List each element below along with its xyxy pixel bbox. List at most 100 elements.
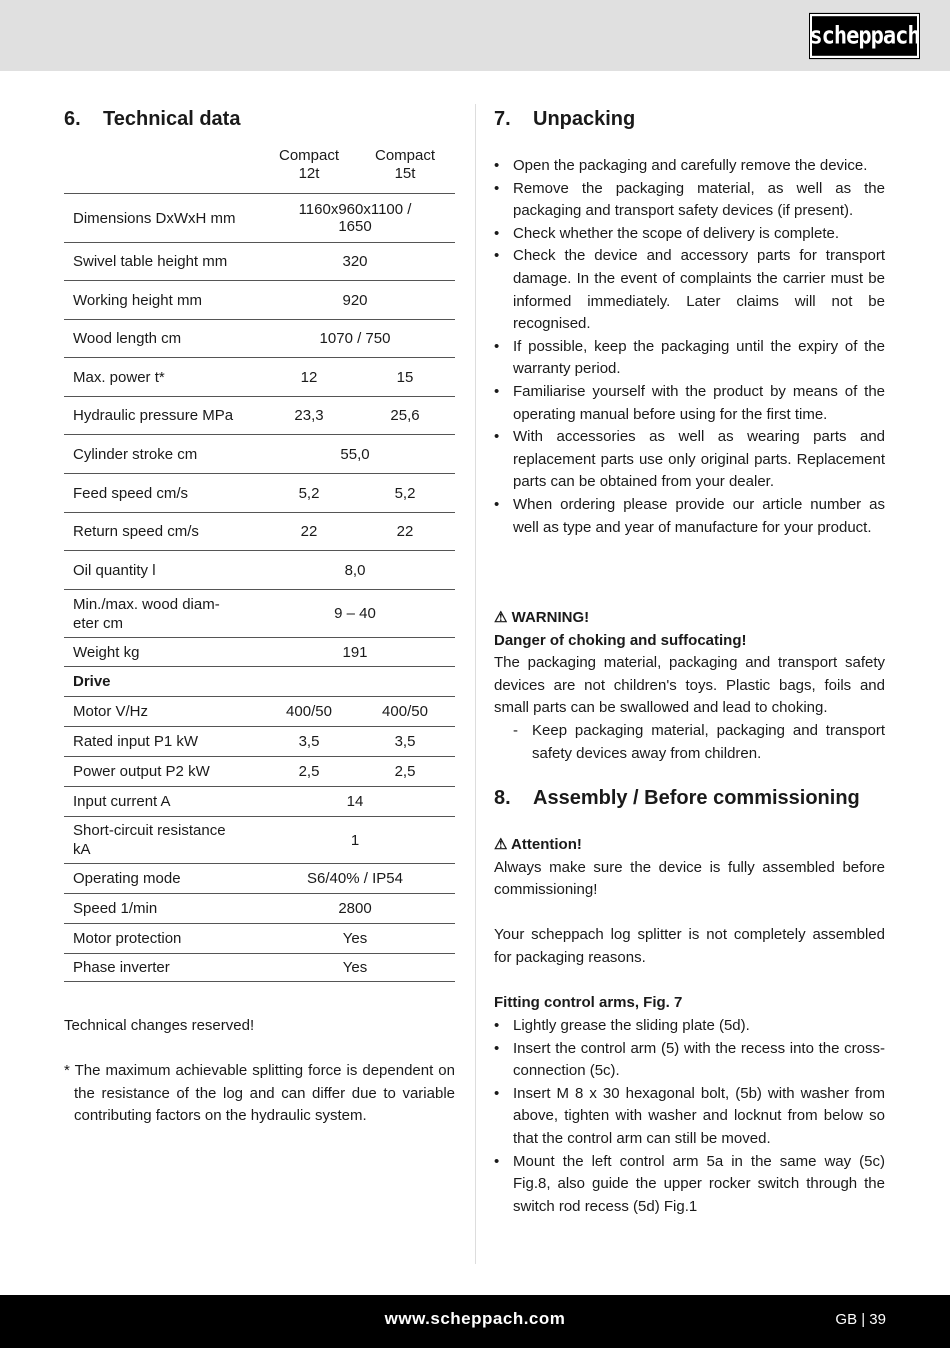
table-row: Operating mode S6/40% / IP54: [64, 863, 455, 893]
row-label: Input current A: [73, 793, 171, 810]
row-label: Rated input P1 kW: [73, 733, 199, 750]
unpacking-list: Open the packaging and carefully remove …: [494, 155, 885, 539]
column-header-12t: Compact 12t: [278, 147, 340, 182]
table-row: Feed speed cm/s 5,2 5,2: [64, 473, 455, 512]
row-value-12t: 22: [300, 523, 318, 540]
row-value: 1: [350, 831, 360, 849]
page-number: GB | 39: [835, 1311, 886, 1328]
column-divider: [475, 104, 476, 1264]
attention-block: ⚠ Attention! Always make sure the device…: [494, 834, 885, 1015]
table-row: Drive: [64, 666, 455, 696]
attention-text: Always make sure the device is fully ass…: [494, 858, 885, 899]
row-value: Yes: [342, 930, 368, 947]
row-label: Operating mode: [73, 870, 181, 887]
row-value: 1160x960x1100 / 1650: [298, 201, 412, 235]
table-row: Dimensions DxWxH mm 1160x960x1100 / 1650: [64, 193, 455, 242]
row-value-15t: 400/50: [382, 703, 428, 720]
list-item: If possible, keep the packaging until th…: [494, 336, 885, 381]
table-row: Power output P2 kW 2,5 2,5: [64, 756, 455, 786]
row-value: 320: [342, 253, 368, 270]
row-label: Motor V/Hz: [73, 703, 149, 720]
table-row: Wood length cm 1070 / 750: [64, 319, 455, 357]
warning-subtitle: Danger of choking and suffocating!: [494, 631, 747, 649]
table-row: Cylinder stroke cm 55,0: [64, 434, 455, 473]
assembly-note: Your scheppach log splitter is not compl…: [494, 926, 885, 966]
row-label: Drive: [73, 673, 111, 690]
row-value-15t: 2,5: [394, 763, 416, 780]
row-label: Return speed cm/s: [73, 523, 199, 540]
list-item: Check the device and accessory parts for…: [494, 245, 885, 335]
list-item: Insert the control arm (5) with the rece…: [494, 1038, 885, 1083]
list-item: Familiarise yourself with the product by…: [494, 381, 885, 426]
row-label: Swivel table height mm: [73, 253, 228, 270]
row-value: 1070 / 750: [319, 330, 391, 347]
row-value-12t: 2,5: [298, 763, 320, 780]
list-item: Check whether the scope of delivery is c…: [494, 223, 885, 246]
row-label: Working height mm: [73, 291, 202, 309]
list-item: Remove the packaging material, as well a…: [494, 178, 885, 223]
section-title-unpacking: 7. Unpacking: [494, 108, 636, 130]
technical-data-table: Dimensions DxWxH mm 1160x960x1100 / 1650 S…: [64, 193, 455, 982]
row-label: Hydraulic pressure MPa: [73, 407, 234, 424]
list-item: Lightly grease the sliding plate (5d).: [494, 1015, 885, 1038]
table-row: Input current A 14: [64, 786, 455, 816]
footnote: * The maximum achievable splitting force…: [64, 1062, 455, 1125]
table-row: Short-circuit resistance kA 1: [64, 816, 455, 863]
row-value-15t: 3,5: [394, 733, 416, 750]
row-value-15t: 22: [396, 523, 414, 540]
row-value-15t: 15: [396, 368, 414, 386]
row-value-12t: 12: [300, 368, 318, 386]
table-row: Working height mm 920: [64, 280, 455, 319]
row-value-15t: 25,6: [390, 407, 420, 424]
row-label: Max. power t*: [73, 368, 165, 386]
row-label: Speed 1/min: [73, 900, 158, 917]
row-value-12t: 3,5: [298, 733, 320, 750]
column-header-15t: Compact 15t: [374, 147, 436, 182]
table-row: Oil quantity l 8,0: [64, 550, 455, 589]
attention-title: ⚠ Attention!: [494, 836, 582, 853]
section-title-technical-data: 6. Technical data: [64, 108, 241, 130]
row-value: 8,0: [344, 561, 366, 579]
row-value: S6/40% / IP54: [307, 870, 403, 887]
table-row: Phase inverter Yes: [64, 953, 455, 982]
technical-changes-note: Technical changes reserved!: [64, 1017, 255, 1034]
scheppach-logo: scheppach: [809, 12, 921, 60]
table-row: Min./max. wood diam- eter cm 9 – 40: [64, 589, 455, 637]
row-label: Oil quantity l: [73, 561, 156, 579]
list-item: Open the packaging and carefully remove …: [494, 155, 885, 178]
footer-bar: www.scheppach.com GB | 39: [0, 1295, 950, 1348]
table-row: Max. power t* 12 15: [64, 357, 455, 396]
row-label: Power output P2 kW: [73, 763, 210, 780]
row-value-15t: 5,2: [394, 484, 416, 502]
row-value: Yes: [342, 959, 368, 976]
row-value: 55,0: [340, 445, 370, 463]
website-link[interactable]: www.scheppach.com: [384, 1309, 566, 1328]
warning-block: ⚠ WARNING! Danger of choking and suffoca…: [494, 607, 885, 765]
row-value: 920: [342, 291, 368, 309]
row-label: Phase inverter: [73, 959, 170, 976]
table-row: Return speed cm/s 22 22: [64, 512, 455, 550]
list-item: Mount the left control arm 5a in the sam…: [494, 1151, 885, 1219]
list-item: When ordering please provide our article…: [494, 494, 885, 539]
row-label: Weight kg: [73, 643, 140, 661]
table-row: Speed 1/min 2800: [64, 893, 455, 923]
row-value: 2800: [338, 900, 372, 917]
row-value-12t: 23,3: [294, 407, 324, 424]
row-value: 191: [342, 643, 368, 661]
warning-dash-item: Keep packaging material, packaging and t…: [494, 720, 885, 765]
header-bar: scheppach: [0, 0, 950, 71]
table-row: Weight kg 191: [64, 637, 455, 666]
list-item: Insert M 8 x 30 hexagonal bolt, (5b) wit…: [494, 1083, 885, 1151]
row-label: Wood length cm: [73, 330, 182, 347]
row-label: Feed speed cm/s: [73, 484, 189, 502]
row-label: Dimensions DxWxH mm: [73, 209, 236, 227]
row-label: Cylinder stroke cm: [73, 445, 198, 463]
fitting-title: Fitting control arms, Fig. 7: [494, 994, 683, 1012]
table-row: Rated input P1 kW 3,5 3,5: [64, 726, 455, 756]
fitting-list: Lightly grease the sliding plate (5d). I…: [494, 1015, 885, 1218]
row-value-12t: 400/50: [286, 703, 332, 720]
row-value: 9 – 40: [334, 605, 376, 622]
row-label: Min./max. wood diam- eter cm: [73, 595, 220, 632]
table-row: Hydraulic pressure MPa 23,3 25,6: [64, 396, 455, 434]
row-value: 14: [346, 793, 364, 810]
